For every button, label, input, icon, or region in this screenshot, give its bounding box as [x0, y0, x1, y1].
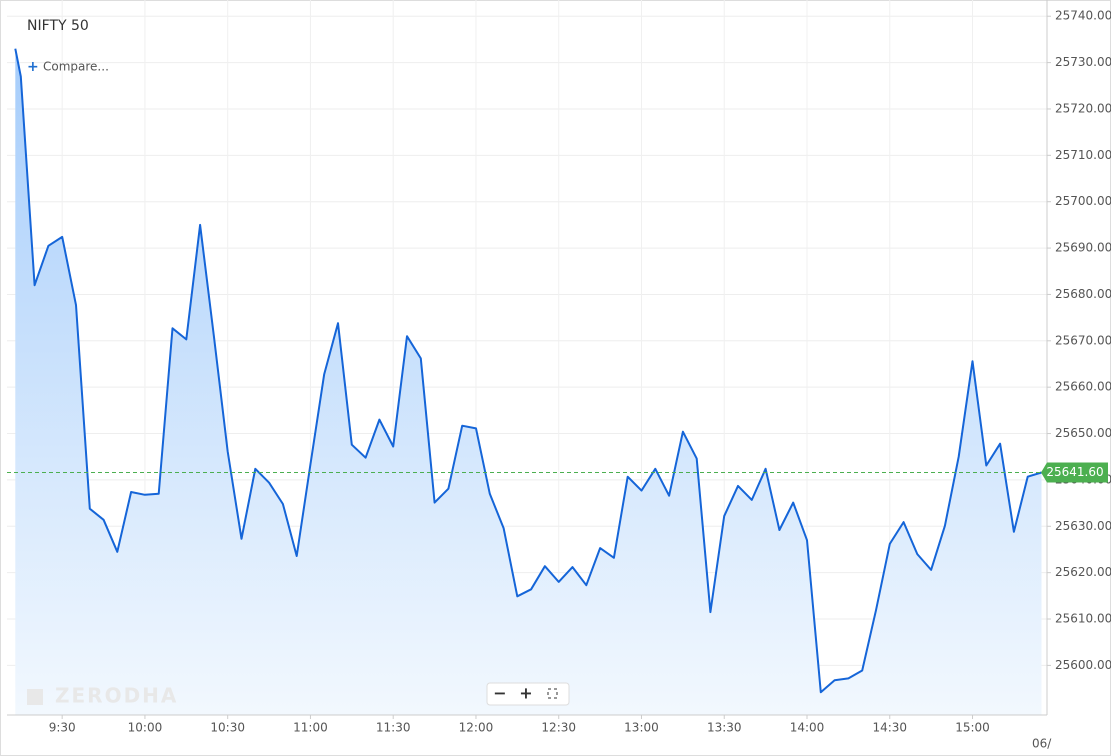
x-tick-label: 11:00 [293, 721, 328, 735]
y-tick-label: 25600.00 [1055, 658, 1111, 672]
chart-title: NIFTY 50 [27, 18, 89, 34]
x-tick-label: 15:00 [955, 721, 990, 735]
watermark-logo [27, 689, 43, 705]
y-tick-label: 25700.00 [1055, 194, 1111, 208]
area [15, 48, 1042, 715]
y-tick-label: 25630.00 [1055, 519, 1111, 533]
price-line [14, 48, 1042, 694]
x-tick-label: 12:00 [459, 721, 494, 735]
y-tick-label: 25690.00 [1055, 241, 1111, 255]
x-tick-label: 13:30 [707, 721, 742, 735]
x-tick-label: 9:30 [49, 721, 76, 735]
zoom-out[interactable]: − [493, 684, 506, 703]
compare-button[interactable]: Compare... [43, 60, 109, 74]
y-tick-label: 25670.00 [1055, 333, 1111, 347]
watermark: ZERODHA [55, 684, 178, 708]
x-tick-label: 10:00 [128, 721, 163, 735]
x-tick-label: 14:30 [872, 721, 907, 735]
x-tick-label: 14:00 [790, 721, 825, 735]
fullscreen[interactable] [547, 688, 558, 699]
y-tick-label: 25610.00 [1055, 612, 1111, 626]
x-tick-label: 12:30 [541, 721, 576, 735]
x-tick-label: 10:30 [210, 721, 245, 735]
y-tick-label: 25650.00 [1055, 426, 1111, 440]
y-tick-label: 25680.00 [1055, 287, 1111, 301]
x-tick-label: 13:00 [624, 721, 659, 735]
x-tick-label: 11:30 [376, 721, 411, 735]
y-tick-label: 25660.00 [1055, 380, 1111, 394]
y-tick-label: 25710.00 [1055, 148, 1111, 162]
last-price-tag [1041, 462, 1108, 483]
last-price-label: 25641.60 [1046, 465, 1103, 479]
zoom-in[interactable]: + [519, 684, 532, 703]
y-tick-label: 25730.00 [1055, 55, 1111, 69]
y-tick-label: 25620.00 [1055, 565, 1111, 579]
date-label: 06/ [1032, 737, 1052, 751]
compare-icon[interactable]: + [27, 59, 39, 75]
y-tick-label: 25720.00 [1055, 101, 1111, 115]
y-tick-label: 25740.00 [1055, 9, 1111, 23]
